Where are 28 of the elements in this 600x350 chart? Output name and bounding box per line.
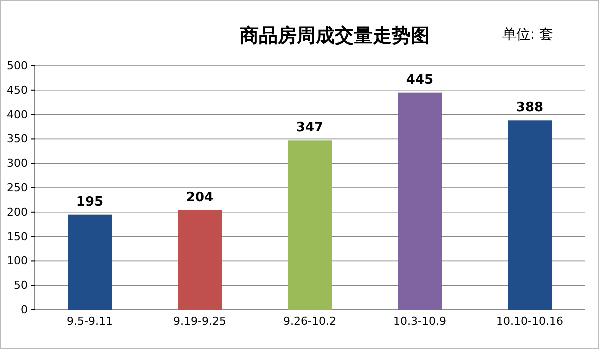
- bar: [288, 140, 332, 310]
- x-tick-label: 10.3-10.9: [394, 315, 446, 328]
- y-tick-label: 0: [21, 304, 28, 317]
- data-label: 195: [76, 194, 104, 210]
- x-tick-label: 9.5-9.11: [67, 315, 113, 328]
- bar: [68, 214, 112, 310]
- y-tick-label: 200: [7, 206, 28, 219]
- y-tick-label: 50: [14, 279, 28, 292]
- y-tick-label: 150: [7, 230, 28, 244]
- chart-title: 商品房周成交量走势图: [239, 25, 430, 47]
- x-tick-label: 9.19-9.25: [174, 315, 226, 328]
- y-tick-label: 250: [7, 182, 28, 195]
- y-tick-label: 350: [7, 132, 28, 146]
- y-tick-label: 450: [7, 84, 28, 97]
- y-tick-label: 100: [7, 254, 28, 268]
- bar: [398, 92, 442, 310]
- y-tick-label: 500: [7, 60, 28, 73]
- data-label: 388: [516, 100, 544, 116]
- x-tick-label: 10.10-10.16: [496, 315, 564, 328]
- text: 单位: 套: [502, 27, 554, 43]
- data-label: 204: [186, 190, 214, 206]
- y-tick-label: 300: [7, 157, 28, 170]
- y-tick-label: 400: [7, 108, 28, 122]
- data-label: 347: [296, 120, 324, 136]
- x-tick-label: 9.26-10.2: [284, 315, 336, 328]
- bar: [178, 210, 222, 310]
- data-label: 445: [406, 72, 434, 88]
- bar: [508, 120, 552, 310]
